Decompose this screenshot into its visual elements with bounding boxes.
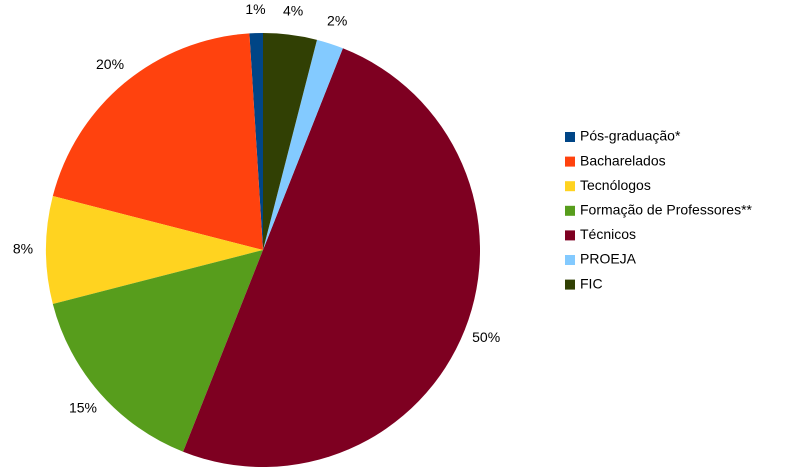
- legend-swatch: [565, 230, 575, 241]
- pie-slice: [263, 39, 343, 250]
- legend-swatch: [565, 279, 575, 290]
- pie-slice: [263, 33, 317, 250]
- data-label: 8%: [13, 241, 33, 257]
- pie-slice: [249, 33, 263, 250]
- legend-label: Bacharelados: [580, 152, 666, 168]
- data-label: 2%: [327, 12, 347, 28]
- data-label: 1%: [245, 1, 265, 17]
- pie-slice: [183, 48, 480, 468]
- pie-slice: [52, 250, 263, 452]
- legend-swatch: [565, 205, 575, 216]
- legend-label: Técnicos: [580, 226, 636, 242]
- data-label: 15%: [69, 399, 97, 415]
- legend-label: Pós-graduação*: [580, 128, 681, 144]
- legend-swatch: [565, 255, 575, 265]
- data-label: 50%: [472, 329, 500, 345]
- legend-label: PROEJA: [580, 251, 637, 267]
- pie-slice: [52, 33, 263, 251]
- legend-swatch: [565, 156, 575, 167]
- legend-label: Formação de Professores**: [580, 202, 753, 218]
- legend-label: FIC: [580, 275, 603, 291]
- legend-swatch: [565, 132, 575, 142]
- data-label: 20%: [96, 56, 124, 72]
- data-label: 4%: [283, 3, 303, 19]
- legend-swatch: [565, 181, 575, 192]
- legend-label: Tecnólogos: [580, 177, 651, 193]
- pie-slice: [45, 196, 263, 304]
